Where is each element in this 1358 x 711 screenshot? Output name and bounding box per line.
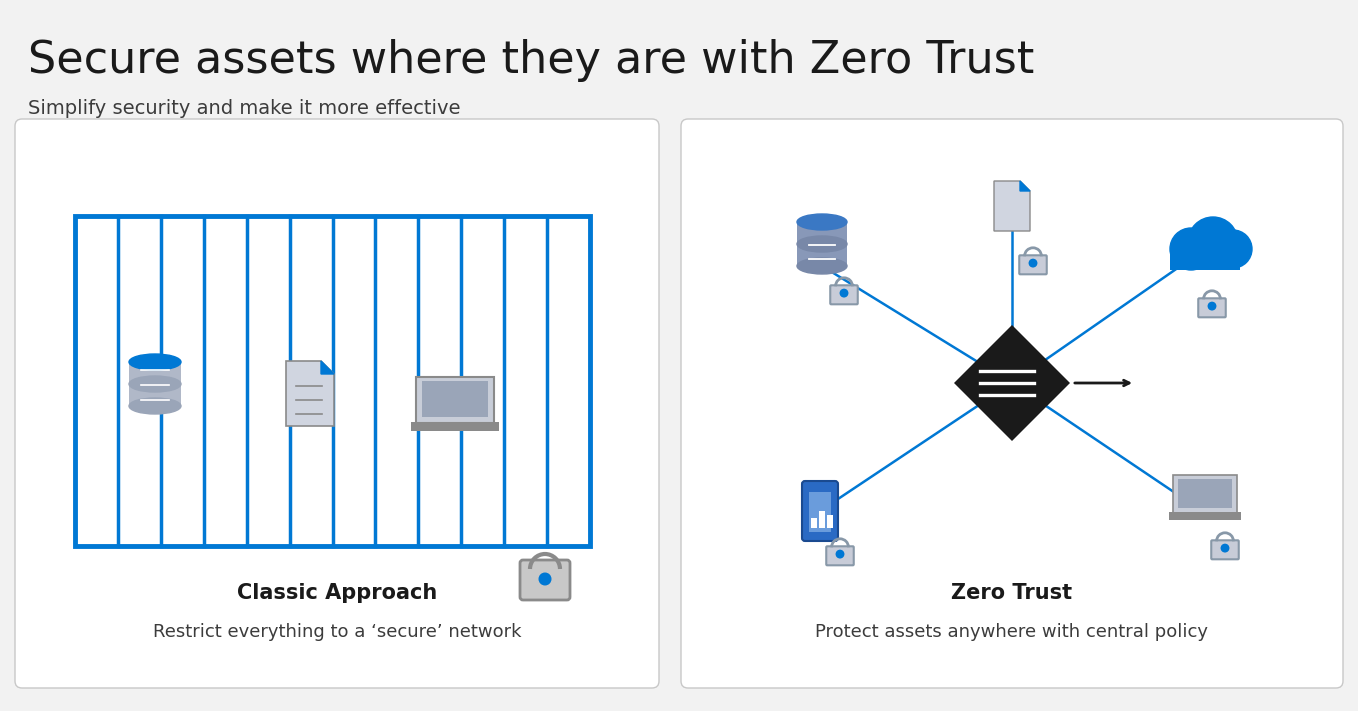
Bar xyxy=(129,384,181,406)
Polygon shape xyxy=(994,181,1029,231)
Text: Simplify security and make it more effective: Simplify security and make it more effec… xyxy=(29,99,460,118)
FancyBboxPatch shape xyxy=(411,422,498,430)
FancyBboxPatch shape xyxy=(416,377,494,423)
Circle shape xyxy=(1221,545,1229,552)
Text: Protect assets anywhere with central policy: Protect assets anywhere with central pol… xyxy=(816,623,1209,641)
Bar xyxy=(797,222,847,244)
FancyBboxPatch shape xyxy=(1173,475,1237,513)
FancyBboxPatch shape xyxy=(422,381,488,417)
Bar xyxy=(797,244,847,266)
Circle shape xyxy=(539,573,551,585)
FancyBboxPatch shape xyxy=(15,119,659,688)
FancyBboxPatch shape xyxy=(803,481,838,541)
Ellipse shape xyxy=(129,354,181,370)
Bar xyxy=(827,515,832,528)
FancyBboxPatch shape xyxy=(826,546,854,565)
Circle shape xyxy=(1188,217,1238,267)
Text: Restrict everything to a ‘secure’ network: Restrict everything to a ‘secure’ networ… xyxy=(152,623,521,641)
Ellipse shape xyxy=(129,376,181,392)
FancyBboxPatch shape xyxy=(1020,255,1047,274)
Circle shape xyxy=(1171,228,1211,270)
FancyBboxPatch shape xyxy=(1169,512,1241,520)
Circle shape xyxy=(837,550,843,558)
FancyBboxPatch shape xyxy=(1211,540,1238,560)
FancyBboxPatch shape xyxy=(1198,299,1226,317)
Bar xyxy=(75,216,589,546)
FancyBboxPatch shape xyxy=(1177,479,1232,508)
Circle shape xyxy=(1214,230,1252,268)
Polygon shape xyxy=(287,361,334,426)
FancyBboxPatch shape xyxy=(830,285,858,304)
Bar xyxy=(129,362,181,384)
Bar xyxy=(811,518,816,528)
Ellipse shape xyxy=(797,236,847,252)
Polygon shape xyxy=(1020,181,1029,191)
Ellipse shape xyxy=(797,258,847,274)
Text: Secure assets where they are with Zero Trust: Secure assets where they are with Zero T… xyxy=(29,39,1035,82)
Bar xyxy=(819,511,824,528)
Text: Classic Approach: Classic Approach xyxy=(236,583,437,603)
Ellipse shape xyxy=(797,214,847,230)
Circle shape xyxy=(1029,260,1036,267)
Circle shape xyxy=(841,289,847,296)
FancyBboxPatch shape xyxy=(680,119,1343,688)
Text: Zero Trust: Zero Trust xyxy=(952,583,1073,603)
Bar xyxy=(1171,248,1240,270)
FancyBboxPatch shape xyxy=(809,492,831,532)
Circle shape xyxy=(1209,302,1215,310)
Ellipse shape xyxy=(129,398,181,414)
FancyBboxPatch shape xyxy=(520,560,570,600)
Polygon shape xyxy=(955,325,1070,441)
Polygon shape xyxy=(320,361,334,374)
